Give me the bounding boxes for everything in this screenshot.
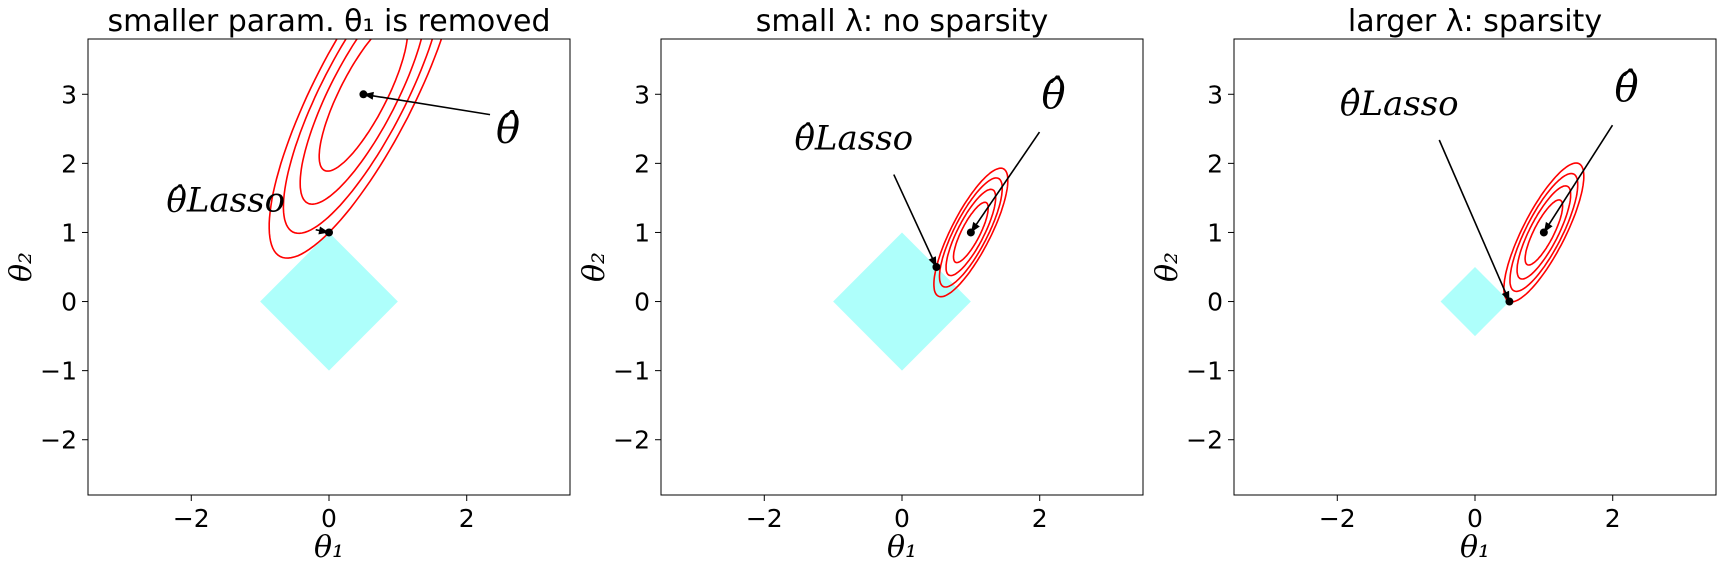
theta-hat-label: θ̂: [1041, 72, 1065, 118]
annotation-arrow: [1543, 124, 1614, 233]
y-tick-label: 1: [61, 218, 77, 247]
loss-contour-4: [268, 39, 443, 259]
theta-lasso-label: θ̂Lasso: [794, 119, 913, 159]
y-axis-label: θ₂: [4, 252, 39, 282]
y-tick-label: 2: [634, 149, 650, 178]
y-axis-label: θ₂: [577, 252, 612, 282]
y-tick-label: −1: [613, 357, 650, 386]
x-tick-label: 2: [459, 504, 475, 533]
x-axis-label: θ₁: [1460, 530, 1490, 565]
loss-contour-2: [1516, 185, 1572, 280]
theta-lasso-label: θ̂Lasso: [166, 181, 285, 221]
subplot-1: −2 0 2 −2 −1 0 1 2 3 smaller param. θ₁ is removed…: [4, 4, 571, 565]
annotation-arrow: [970, 131, 1041, 233]
y-tick-label: −2: [613, 426, 650, 455]
y-tick-label: 3: [634, 80, 650, 109]
plot-area: [833, 167, 1009, 371]
theta-lasso-label: θ̂Lasso: [1340, 84, 1459, 124]
subplot-title: larger λ: sparsity: [1348, 4, 1602, 39]
y-tick-label: 0: [634, 288, 650, 317]
y-axis-label: θ₂: [1150, 252, 1185, 282]
x-tick-label: 2: [1032, 504, 1048, 533]
annotation-arrowhead: [1543, 221, 1553, 233]
x-tick-label: 0: [894, 504, 910, 533]
loss-contour-2: [945, 188, 997, 277]
annotation-arrow: [363, 93, 491, 116]
annotation-arrow: [1438, 139, 1511, 302]
annotation-arrow: [893, 174, 938, 268]
x-tick-label: −2: [746, 504, 783, 533]
subplot-3: −2 0 2 −2 −1 0 1 2 3 larger λ: sparsity θ₁ θ₂ θ̂ θ̂La…: [1150, 4, 1717, 565]
x-tick-label: 2: [1605, 504, 1621, 533]
y-tick-label: 1: [634, 218, 650, 247]
annotation-arrowhead: [970, 221, 980, 233]
y-tick-label: 0: [61, 288, 77, 317]
y-tick-label: 3: [61, 80, 77, 109]
loss-contour-3: [938, 177, 1004, 288]
theta-hat-label: θ̂: [1614, 65, 1638, 111]
y-tick-label: 2: [1207, 149, 1223, 178]
y-tick-label: 0: [1207, 288, 1223, 317]
x-tick-label: 0: [1467, 504, 1483, 533]
plot-area: [1440, 162, 1585, 337]
loss-contour-3: [1509, 172, 1579, 293]
x-tick-label: 0: [321, 504, 337, 533]
x-tick-label: −2: [1319, 504, 1356, 533]
l1-constraint-diamond: [833, 232, 971, 371]
y-tick-label: 3: [1207, 80, 1223, 109]
plot-area: [260, 39, 443, 371]
loss-contour-1: [952, 201, 990, 264]
y-tick-label: 2: [61, 149, 77, 178]
y-tick-label: −1: [1186, 357, 1223, 386]
theta-hat-label: θ̂: [496, 107, 520, 153]
y-tick-label: −2: [1186, 426, 1223, 455]
loss-contour-3: [282, 39, 434, 235]
loss-contour-1: [1524, 199, 1564, 266]
loss-contour-4: [933, 167, 1009, 298]
y-tick-label: −2: [40, 426, 77, 455]
subplot-2: −2 0 2 −2 −1 0 1 2 3 small λ: no sparsity θ₁ θ₂ θ̂ θ̂…: [577, 4, 1144, 565]
loss-contour-2: [299, 39, 423, 206]
x-axis-label: θ₁: [314, 530, 344, 565]
annotation-arrowhead: [928, 256, 937, 267]
y-tick-label: 1: [1207, 218, 1223, 247]
y-tick-label: −1: [40, 357, 77, 386]
annotation-arrowhead: [1501, 290, 1510, 302]
subplot-title: small λ: no sparsity: [756, 4, 1049, 39]
subplot-title: smaller param. θ₁ is removed: [107, 4, 550, 39]
l1-constraint-diamond: [260, 232, 398, 371]
x-tick-label: −2: [173, 504, 210, 533]
loss-contour-1: [318, 39, 409, 172]
annotation-arrowhead: [318, 226, 329, 235]
annotation-arrowhead: [363, 91, 374, 100]
l1-constraint-diamond: [1440, 267, 1510, 337]
x-axis-label: θ₁: [887, 530, 917, 565]
